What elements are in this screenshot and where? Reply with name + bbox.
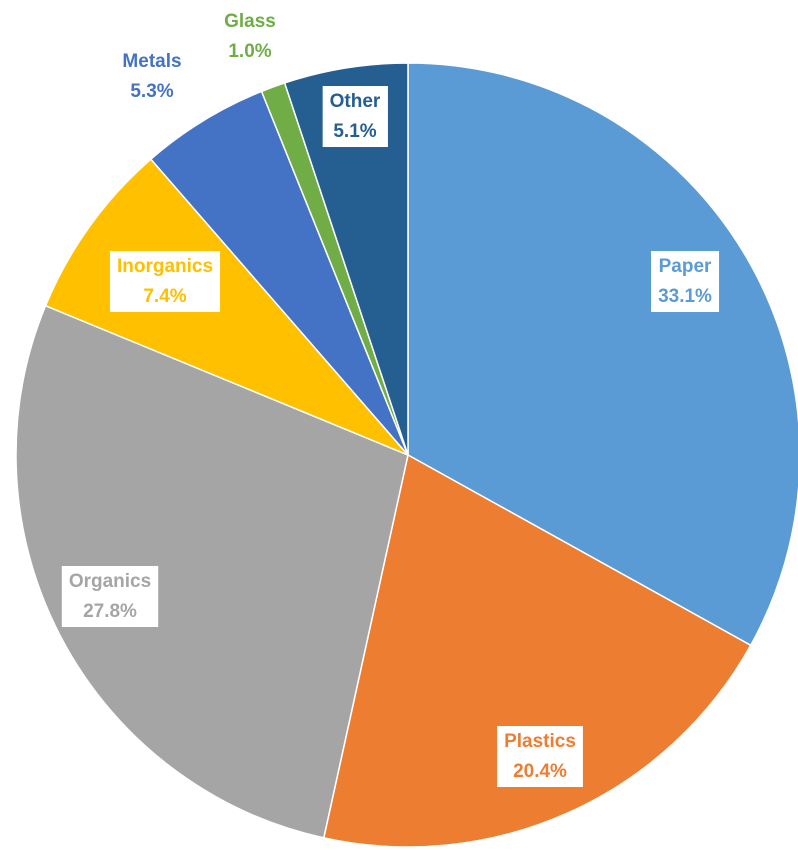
label-category: Other — [330, 91, 381, 112]
pie-slice — [44, 158, 409, 456]
data-label: Metals 5.3% — [122, 51, 181, 102]
data-label: Other 5.1% — [322, 86, 388, 148]
pie-slice — [407, 62, 798, 647]
label-category: Glass — [224, 11, 276, 32]
label-value: 5.1% — [333, 121, 376, 142]
label-value: 5.3% — [130, 81, 173, 102]
pie-slice — [283, 62, 409, 456]
data-label: Inorganics 7.4% — [109, 251, 221, 313]
data-label: Paper 33.1% — [651, 251, 720, 313]
pie-slice — [15, 304, 409, 839]
data-label: Organics 27.8% — [61, 566, 159, 628]
label-value: 20.4% — [513, 761, 567, 782]
label-category: Metals — [122, 51, 181, 72]
label-value: 33.1% — [658, 286, 712, 307]
label-box — [109, 251, 221, 313]
label-value: 1.0% — [228, 41, 271, 62]
label-category: Plastics — [504, 731, 576, 752]
label-box — [61, 566, 159, 628]
label-value: 27.8% — [83, 601, 137, 622]
label-box — [497, 726, 583, 788]
label-category: Organics — [69, 571, 151, 592]
data-label: Plastics 20.4% — [497, 726, 583, 788]
label-category: Inorganics — [117, 256, 213, 277]
label-box — [651, 251, 720, 313]
data-label: Glass 1.0% — [224, 11, 276, 62]
label-box — [322, 86, 388, 148]
pie-slice — [322, 453, 752, 848]
label-value: 7.4% — [143, 286, 186, 307]
label-category: Paper — [659, 256, 712, 277]
